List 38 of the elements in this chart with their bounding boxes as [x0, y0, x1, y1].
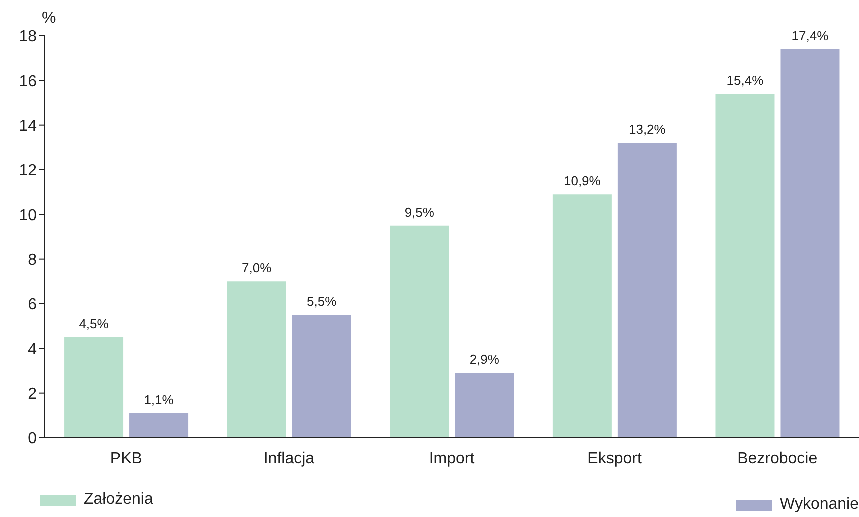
data-label: 15,4% — [726, 73, 764, 88]
legend-label: Wykonanie — [780, 496, 859, 514]
data-label: 7,0% — [242, 260, 272, 276]
bar — [292, 315, 352, 438]
bar — [552, 194, 612, 438]
data-label: 9,5% — [404, 204, 435, 220]
data-label: 1,1% — [144, 392, 174, 408]
x-tick-label: Eksport — [588, 450, 642, 468]
y-tick-label: 18 — [19, 28, 38, 46]
bar — [64, 338, 124, 438]
y-axis-title: % — [42, 10, 56, 28]
bar — [716, 94, 775, 438]
x-tick-label: PKB — [110, 450, 142, 468]
bar — [390, 226, 450, 438]
bar — [780, 49, 840, 438]
y-tick-label: 0 — [28, 430, 38, 448]
x-tick-label: Bezrobocie — [738, 450, 818, 468]
bar — [227, 282, 286, 438]
data-label: 2,9% — [470, 352, 500, 368]
legend-label: Założenia — [84, 491, 154, 509]
y-tick-label: 10 — [19, 207, 38, 224]
data-label: 10,9% — [564, 174, 602, 189]
bar — [130, 413, 189, 438]
bar — [618, 143, 677, 438]
data-label: 17,4% — [792, 28, 830, 44]
x-tick-label: Import — [429, 450, 476, 468]
data-label: 4,5% — [79, 316, 110, 332]
y-tick-label: 4 — [28, 341, 38, 358]
y-tick-label: 16 — [19, 73, 38, 90]
data-label: 5,5% — [307, 294, 338, 310]
y-tick-label: 12 — [19, 162, 38, 180]
y-tick-label: 14 — [19, 118, 38, 136]
y-tick-label: 6 — [28, 296, 38, 314]
y-tick-label: 8 — [28, 252, 38, 270]
bar — [455, 373, 514, 438]
x-tick-label: Inflacja — [264, 450, 315, 468]
y-tick-label: 2 — [28, 386, 38, 404]
data-label: 13,2% — [629, 122, 666, 138]
